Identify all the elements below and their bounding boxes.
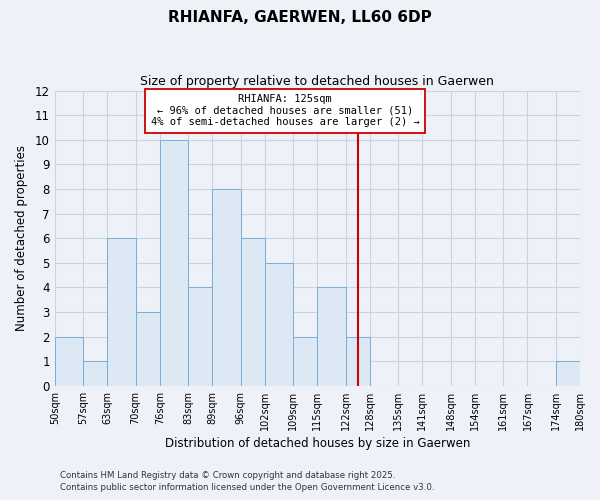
Bar <box>212 189 241 386</box>
Bar <box>293 336 317 386</box>
X-axis label: Distribution of detached houses by size in Gaerwen: Distribution of detached houses by size … <box>165 437 470 450</box>
Bar <box>241 238 265 386</box>
Bar <box>83 361 107 386</box>
Bar <box>556 361 580 386</box>
Text: RHIANFA: 125sqm
← 96% of detached houses are smaller (51)
4% of semi-detached ho: RHIANFA: 125sqm ← 96% of detached houses… <box>151 94 419 128</box>
Bar <box>188 288 212 386</box>
Y-axis label: Number of detached properties: Number of detached properties <box>15 145 28 331</box>
Bar <box>160 140 188 386</box>
Bar <box>265 263 293 386</box>
Bar <box>107 238 136 386</box>
Bar <box>317 288 346 386</box>
Bar <box>136 312 160 386</box>
Text: Contains HM Land Registry data © Crown copyright and database right 2025.
Contai: Contains HM Land Registry data © Crown c… <box>60 471 434 492</box>
Text: RHIANFA, GAERWEN, LL60 6DP: RHIANFA, GAERWEN, LL60 6DP <box>168 10 432 25</box>
Bar <box>346 336 370 386</box>
Title: Size of property relative to detached houses in Gaerwen: Size of property relative to detached ho… <box>140 75 494 88</box>
Bar <box>55 336 83 386</box>
